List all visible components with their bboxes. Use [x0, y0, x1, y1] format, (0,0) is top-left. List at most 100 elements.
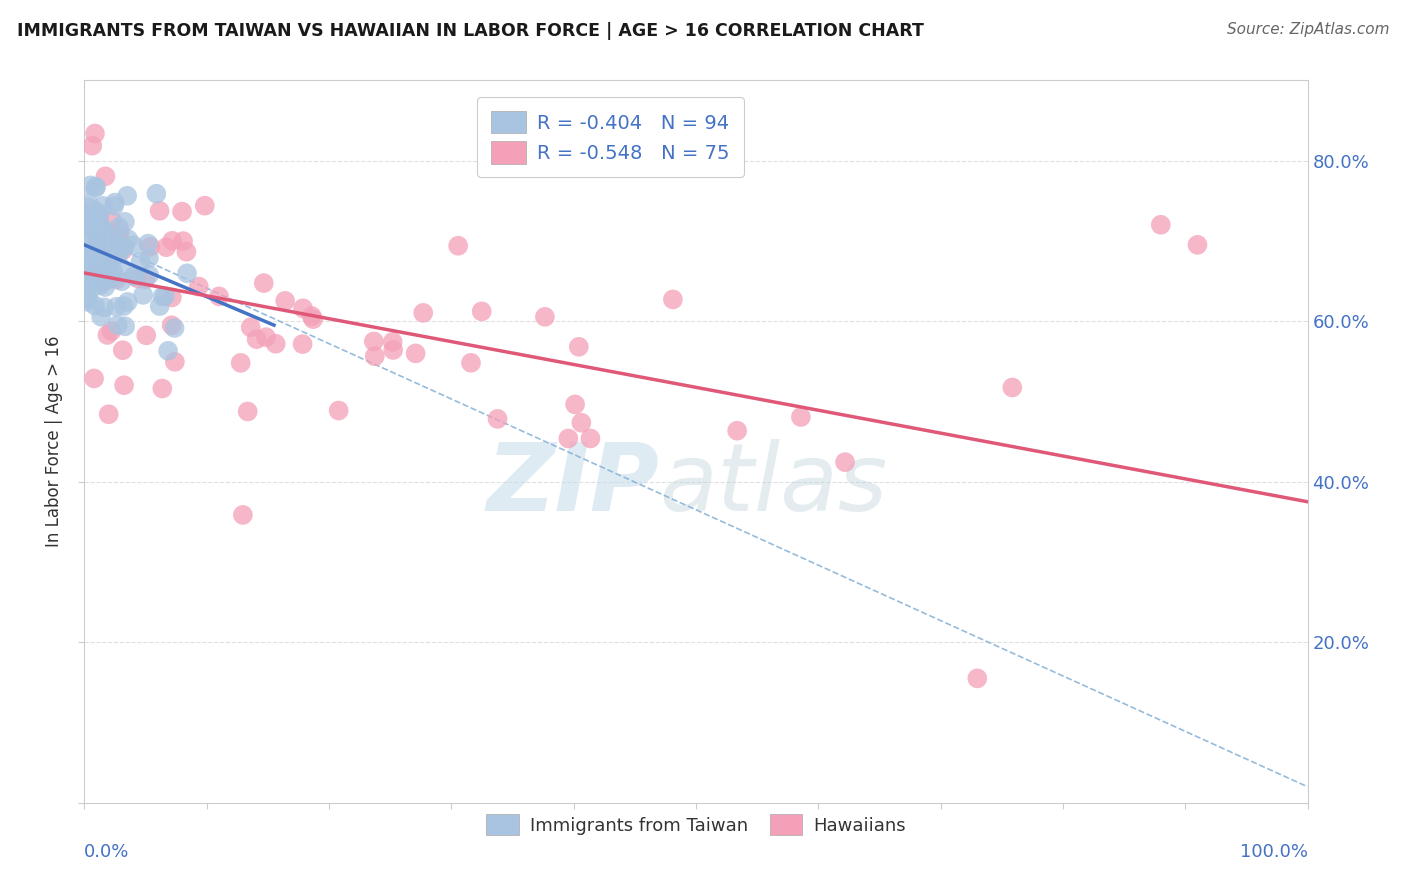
Point	[80, 265, 103, 279]
Point	[104, 237, 127, 252]
Point	[90, 235, 112, 249]
Point	[301, 309, 323, 323]
Point	[662, 293, 685, 307]
Text: IMMIGRANTS FROM TAIWAN VS HAWAIIAN IN LABOR FORCE | AGE > 16 CORRELATION CHART: IMMIGRANTS FROM TAIWAN VS HAWAIIAN IN LA…	[17, 22, 924, 40]
Point	[90, 239, 112, 253]
Point	[90, 275, 112, 289]
Point	[76, 245, 98, 260]
Point	[105, 300, 128, 314]
Point	[155, 240, 177, 254]
Point	[94, 274, 117, 288]
Point	[486, 412, 509, 426]
Point	[94, 169, 117, 184]
Point	[405, 346, 427, 360]
Point	[966, 671, 988, 685]
Point	[114, 215, 136, 229]
Point	[460, 356, 482, 370]
Point	[82, 257, 104, 271]
Point	[564, 397, 586, 411]
Point	[84, 180, 107, 194]
Point	[172, 234, 194, 248]
Point	[274, 293, 297, 308]
Point	[160, 234, 183, 248]
Point	[153, 289, 176, 303]
Point	[75, 260, 97, 274]
Point	[84, 267, 107, 281]
Point	[93, 228, 115, 243]
Point	[80, 272, 103, 286]
Point	[94, 233, 117, 247]
Point	[117, 294, 139, 309]
Point	[91, 252, 114, 267]
Point	[84, 127, 107, 141]
Point	[124, 269, 146, 284]
Y-axis label: In Labor Force | Age > 16: In Labor Force | Age > 16	[45, 335, 63, 548]
Point	[136, 236, 159, 251]
Point	[725, 424, 748, 438]
Point	[103, 199, 125, 213]
Point	[86, 239, 108, 253]
Point	[75, 264, 97, 278]
Point	[83, 242, 105, 256]
Point	[87, 209, 110, 223]
Point	[111, 343, 134, 358]
Point	[160, 318, 183, 333]
Point	[149, 299, 172, 313]
Point	[1001, 380, 1024, 394]
Point	[91, 262, 114, 277]
Point	[103, 264, 125, 278]
Point	[77, 196, 100, 211]
Point	[101, 214, 124, 228]
Point	[253, 276, 276, 290]
Point	[471, 304, 494, 318]
Point	[86, 253, 108, 268]
Text: 0.0%: 0.0%	[84, 843, 129, 861]
Point	[110, 260, 132, 275]
Point	[246, 332, 269, 346]
Point	[83, 242, 105, 256]
Point	[76, 277, 98, 292]
Legend: Immigrants from Taiwan, Hawaiians: Immigrants from Taiwan, Hawaiians	[474, 802, 918, 848]
Point	[127, 271, 149, 285]
Point	[98, 260, 121, 275]
Point	[129, 254, 152, 268]
Point	[157, 343, 180, 358]
Point	[75, 268, 97, 282]
Point	[1187, 237, 1209, 252]
Point	[86, 205, 108, 219]
Point	[100, 324, 122, 338]
Point	[93, 243, 115, 257]
Point	[208, 289, 231, 303]
Point	[114, 240, 136, 254]
Point	[254, 330, 277, 344]
Point	[364, 349, 387, 363]
Point	[105, 272, 128, 286]
Point	[568, 340, 591, 354]
Point	[163, 355, 186, 369]
Point	[412, 306, 434, 320]
Point	[145, 186, 167, 201]
Point	[83, 235, 105, 250]
Point	[87, 262, 110, 277]
Point	[89, 278, 111, 293]
Point	[112, 378, 135, 392]
Point	[90, 310, 112, 324]
Point	[90, 227, 112, 242]
Point	[91, 220, 114, 235]
Point	[382, 343, 405, 357]
Point	[302, 312, 325, 326]
Point	[292, 301, 315, 316]
Point	[90, 222, 112, 236]
Point	[98, 260, 121, 274]
Point	[84, 268, 107, 282]
Point	[138, 251, 160, 265]
Point	[90, 246, 112, 260]
Point	[77, 295, 100, 310]
Point	[239, 320, 262, 334]
Point	[77, 200, 100, 214]
Point	[93, 260, 115, 274]
Point	[579, 432, 602, 446]
Point	[229, 356, 252, 370]
Point	[108, 232, 131, 246]
Point	[108, 225, 131, 239]
